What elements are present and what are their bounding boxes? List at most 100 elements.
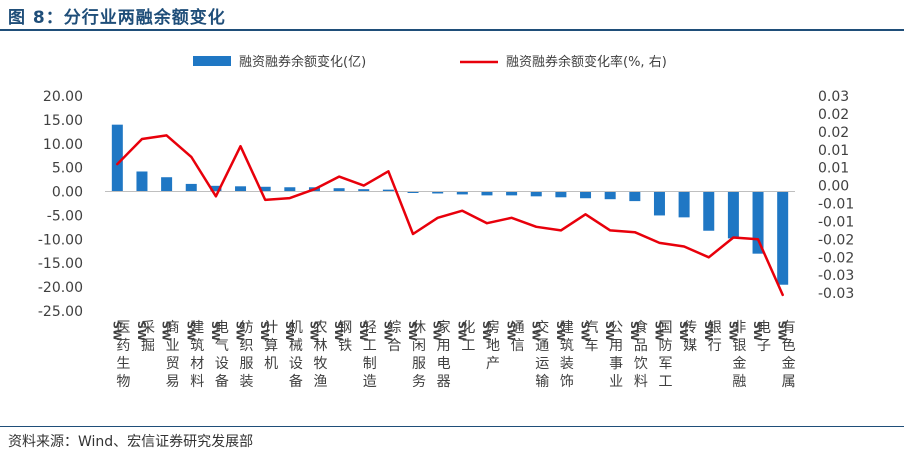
x-tick-label: 银行	[708, 320, 722, 354]
x-tick-label: 轻工制造	[363, 320, 377, 390]
x-tick-prefix: SW	[357, 321, 370, 341]
x-tick-prefix: SW	[554, 321, 567, 341]
bar	[555, 191, 567, 198]
x-tick-prefix: SW	[455, 321, 468, 341]
x-tick-label: 传媒	[683, 320, 697, 354]
bar	[407, 191, 419, 193]
bar	[358, 189, 370, 192]
bar	[456, 191, 468, 195]
x-tick-label: 通信	[511, 320, 525, 354]
x-tick-prefix: SW	[381, 321, 394, 341]
y-right-tick-label: 0.01	[818, 161, 849, 177]
x-tick-label: 建筑装饰	[560, 320, 574, 390]
bar	[210, 185, 222, 192]
x-tick-prefix: SW	[529, 321, 542, 341]
x-tick-label: 电子	[757, 320, 771, 354]
x-tick-label: 商业贸易	[166, 320, 180, 390]
bar	[481, 191, 493, 196]
x-tick-label: 化工	[461, 320, 475, 354]
y-right-tick-label: -0.02	[818, 232, 854, 248]
y-right-tick-label: -0.01	[818, 197, 854, 213]
y-right-tick-label: 0.02	[818, 125, 849, 141]
x-tick-prefix: SW	[406, 321, 419, 341]
x-tick-prefix: SW	[702, 321, 715, 341]
y-right-tick-label: 0.02	[818, 107, 849, 123]
x-tick-prefix: SW	[258, 321, 271, 341]
x-tick-prefix: SW	[603, 321, 616, 341]
x-tick-prefix: SW	[505, 321, 518, 341]
y-right-tick-label: 0.01	[818, 143, 849, 159]
y-left-tick-label: -20.00	[38, 280, 83, 296]
x-tick-prefix: SW	[307, 321, 320, 341]
x-tick-label: 钢铁	[338, 320, 352, 354]
bar	[333, 188, 345, 192]
bar	[259, 186, 271, 192]
bar	[752, 191, 764, 254]
x-tick-label: 交通运输	[535, 319, 549, 390]
x-tick-label: 电气设备	[215, 320, 229, 390]
bar	[284, 187, 296, 192]
rate-line	[116, 134, 784, 297]
x-tick-prefix: SW	[431, 321, 444, 341]
x-tick-prefix: SW	[776, 321, 789, 341]
x-tick-prefix: SW	[579, 321, 592, 341]
chart: 20.00 15.00 10.00 5.00 0.00 -5.00 -10.00 -15.00…	[38, 54, 854, 390]
figure-title: 图 8：分行业两融余额变化	[8, 8, 226, 28]
bar	[382, 189, 394, 192]
y-left-tick-label: 15.00	[43, 113, 83, 129]
y-left-tick-label: -25.00	[38, 304, 83, 320]
x-tick-prefix: SW	[209, 321, 222, 341]
bar	[653, 191, 665, 216]
y-left-tick-label: -10.00	[38, 232, 83, 248]
bar	[111, 124, 123, 192]
x-tick-label: 计算机	[264, 320, 278, 372]
source-rule	[0, 426, 904, 427]
source-note: 资料来源：Wind、宏信证券研究发展部	[8, 434, 254, 450]
x-tick-label: 农林牧渔	[313, 320, 327, 390]
x-tick-label: 非银金融	[732, 320, 746, 390]
x-tick-label: 建筑材料	[190, 320, 204, 390]
bar	[161, 177, 173, 192]
x-tick-prefix: SW	[726, 321, 739, 341]
y-right-tick-label: -0.03	[818, 268, 854, 284]
bar	[678, 191, 690, 218]
bar	[727, 191, 739, 239]
x-tick-prefix: SW	[184, 321, 197, 341]
bar	[136, 171, 148, 192]
bar	[530, 191, 542, 197]
x-tick-label: 休闲服务	[412, 320, 426, 390]
bar	[580, 191, 592, 199]
y-left-tick-label: 20.00	[43, 89, 83, 105]
x-tick-prefix: SW	[628, 321, 641, 341]
x-tick-label: 家用电器	[437, 319, 451, 390]
x-tick-label: 国防军工	[658, 320, 672, 390]
y-left-tick-label: -5.00	[47, 208, 83, 224]
x-tick-prefix: SW	[160, 321, 173, 341]
legend-bar-label: 融资融券余额变化(亿)	[239, 54, 366, 70]
x-tick-label: 汽车	[585, 320, 599, 354]
x-tick-prefix: SW	[652, 321, 665, 341]
y-right-tick-label: -0.02	[818, 250, 854, 266]
x-tick-prefix: SW	[110, 321, 123, 341]
y-left-tick-label: -15.00	[38, 256, 83, 272]
x-tick-prefix: SW	[677, 321, 690, 341]
x-tick-label: 有色金属	[782, 320, 796, 390]
legend-bar-swatch	[193, 56, 231, 66]
bar	[629, 191, 641, 202]
x-tick-prefix: SW	[135, 321, 148, 341]
bar	[703, 191, 715, 231]
x-tick-label: 食品饮料	[634, 319, 648, 390]
y-right-tick-label: -0.01	[818, 214, 854, 230]
bar	[506, 191, 518, 196]
x-tick-label: 采掘	[141, 320, 155, 354]
x-tick-label: 纺织服装	[240, 320, 254, 390]
x-tick-label: 医药生物	[116, 320, 130, 390]
legend-line-label: 融资融券余额变化率(%, 右)	[506, 54, 667, 70]
x-tick-prefix: SW	[751, 321, 764, 341]
x-tick-prefix: SW	[480, 321, 493, 341]
x-tick-label: 公用事业	[609, 320, 623, 390]
bar	[185, 183, 197, 192]
y-right-tick-label: -0.03	[818, 286, 854, 302]
bar	[235, 186, 247, 192]
y-left-tick-label: 0.00	[52, 185, 83, 201]
